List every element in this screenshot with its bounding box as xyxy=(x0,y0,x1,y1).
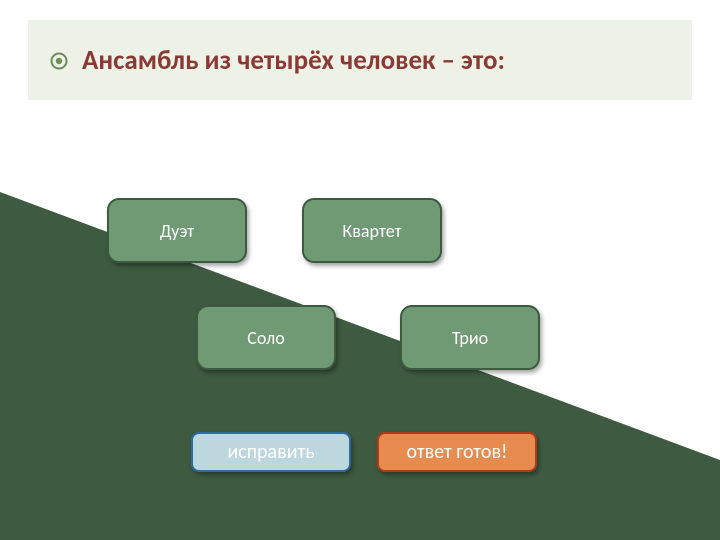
ready-button-label: ответ готов! xyxy=(406,440,507,464)
question-box: Ансамбль из четырёх человек – это: xyxy=(28,20,692,100)
answer-duet[interactable]: Дуэт xyxy=(107,198,247,263)
answer-label: Дуэт xyxy=(160,220,194,242)
answer-label: Трио xyxy=(452,327,488,349)
slide-stage: Ансамбль из четырёх человек – это: Дуэт … xyxy=(0,0,720,540)
answer-quartet[interactable]: Квартет xyxy=(302,198,442,263)
answer-label: Квартет xyxy=(342,220,401,242)
answer-trio[interactable]: Трио xyxy=(400,305,540,370)
ready-button[interactable]: ответ готов! xyxy=(377,432,537,472)
answer-label: Соло xyxy=(247,327,284,349)
fix-button[interactable]: исправить xyxy=(191,432,351,472)
bullet-icon xyxy=(50,52,68,70)
question-text: Ансамбль из четырёх человек – это: xyxy=(82,44,505,77)
answer-solo[interactable]: Соло xyxy=(196,305,336,370)
fix-button-label: исправить xyxy=(227,440,314,464)
